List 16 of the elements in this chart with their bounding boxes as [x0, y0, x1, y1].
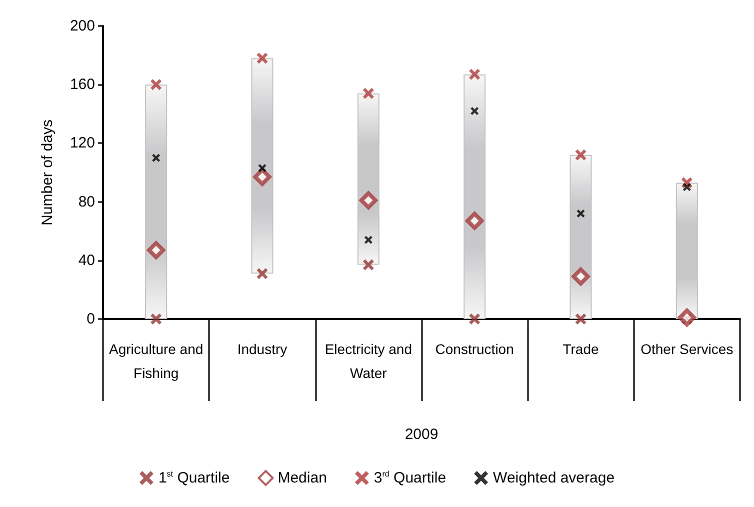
y-tick-label: 80 — [78, 193, 95, 210]
x-tick-label: Industry — [237, 341, 288, 357]
y-tick-label: 120 — [70, 134, 95, 152]
y-tick-label: 160 — [70, 76, 95, 94]
legend-label: Weighted average — [493, 470, 615, 486]
x-tick-label: Other Services — [640, 341, 734, 357]
x-tick-label: Construction — [435, 341, 514, 357]
x-tick-label: Agriculture and Fishing — [108, 341, 204, 381]
y-tick-label: 0 — [86, 310, 95, 328]
y-tick-label: 40 — [78, 252, 95, 269]
x-tick-label: Trade — [562, 341, 599, 357]
x-tick-label: Electricity and Water — [324, 341, 412, 381]
legend-label: Median — [278, 470, 327, 486]
y-axis-title: Number of days — [39, 120, 56, 226]
x-axis-title: 2009 — [404, 426, 438, 443]
y-tick-label: 200 — [70, 18, 95, 34]
